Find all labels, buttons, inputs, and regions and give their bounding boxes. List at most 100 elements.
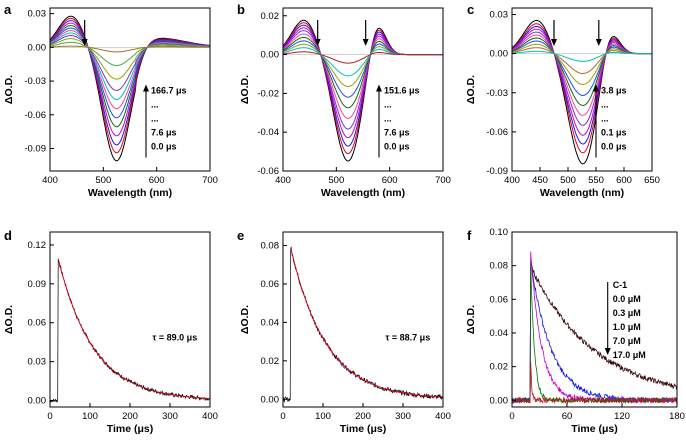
x-tick-label: 500: [560, 175, 576, 186]
time-label: 0.0 μs: [601, 142, 627, 152]
fit-line: [290, 247, 443, 398]
time-label: 0.0 μs: [151, 142, 177, 152]
y-axis-label: ΔO.D.: [3, 305, 15, 334]
legend-entry: 7.0 μM: [613, 336, 641, 346]
legend-entry: 0.3 μM: [613, 308, 641, 318]
x-tick-label: 200: [355, 411, 371, 422]
plot-area-e: [283, 246, 443, 403]
plot-area-f: [512, 251, 677, 405]
time-label: 0.1 μs: [601, 128, 627, 138]
y-tick-label: 0.02: [490, 362, 509, 373]
y-axis-label: ΔO.D.: [239, 305, 251, 334]
spectrum-series-line: [50, 41, 210, 66]
spectrum-series-line: [512, 50, 652, 62]
x-axis-label: Time (μs): [340, 423, 387, 435]
legend-entry: 0.0 μM: [613, 294, 641, 304]
panel-label-d: d: [4, 228, 12, 243]
lifetime-annotation: τ = 89.0 μs: [152, 333, 197, 343]
decay-trace: [283, 246, 443, 403]
x-tick-label: 500: [95, 175, 111, 186]
spectrum-series-line: [512, 25, 652, 145]
decay-arrow-head: [595, 39, 602, 46]
y-tick-label: 0.03: [28, 9, 47, 20]
x-tick-label: 100: [315, 411, 331, 422]
y-tick-label: 0.06: [490, 294, 509, 305]
spectrum-series-line: [512, 40, 652, 97]
plot-area-a: [50, 15, 210, 162]
x-axis-label: Wavelength (nm): [321, 187, 405, 199]
x-tick-label: 0: [47, 411, 52, 422]
x-tick-label: 600: [149, 175, 165, 186]
conc-arrow-head: [604, 348, 611, 355]
x-tick-label: 400: [275, 175, 291, 186]
decay-arrow-head: [81, 39, 88, 46]
decay-arrow-head: [314, 39, 321, 46]
plot-frame: [282, 7, 444, 172]
plot-frame: [282, 231, 444, 408]
spectrum-series-line: [512, 34, 652, 116]
plot-frame: [511, 7, 653, 172]
spectrum-series-line: [512, 43, 652, 86]
time-label: 3.8 μs: [601, 86, 627, 96]
quench-series-line: [512, 361, 677, 404]
y-tick-label: -0.06: [24, 110, 46, 121]
time-label: 166.7 μs: [151, 86, 187, 96]
x-tick-label: 60: [562, 411, 573, 422]
y-tick-label: 0.00: [490, 395, 509, 406]
y-tick-label: -0.06: [257, 166, 279, 177]
spectrum-series-line: [50, 38, 210, 80]
y-tick-label: 0.08: [490, 261, 509, 272]
time-label: ...: [151, 100, 159, 110]
quench-series-line: [512, 262, 677, 405]
spectrum-series-line: [50, 35, 210, 91]
y-tick-label: -0.03: [24, 76, 46, 87]
y-tick-label: 0.00: [490, 49, 509, 60]
x-tick-label: 400: [42, 175, 58, 186]
x-tick-label: 500: [328, 175, 344, 186]
panel-label-f: f: [467, 228, 472, 243]
y-tick-label: 0.06: [28, 318, 47, 329]
decay-trace: [50, 259, 210, 403]
y-tick-label: 0.08: [261, 240, 280, 251]
y-tick-label: 0.03: [28, 357, 47, 368]
y-tick-label: 0.10: [490, 227, 509, 238]
time-arrow-head: [376, 84, 382, 92]
x-tick-label: 120: [614, 411, 630, 422]
panel-label-c: c: [467, 2, 474, 17]
y-tick-label: 0.06: [261, 279, 280, 290]
x-tick-label: 300: [395, 411, 411, 422]
y-tick-label: 0.02: [261, 356, 280, 367]
x-tick-label: 0: [509, 411, 514, 422]
time-label: 0.0 μs: [384, 142, 410, 152]
legend-entry: C-1: [613, 280, 628, 290]
y-tick-label: -0.04: [257, 127, 279, 138]
quench-series-line: [512, 251, 677, 404]
x-tick-label: 600: [382, 175, 398, 186]
time-label: 7.6 μs: [151, 128, 177, 138]
fit-line: [57, 258, 210, 399]
plot-area-d: [50, 258, 210, 403]
time-arrow-head: [593, 84, 599, 92]
plot-frame: [49, 231, 211, 408]
panel-label-e: e: [237, 228, 244, 243]
y-tick-label: 0.00: [28, 42, 47, 53]
x-tick-label: 450: [532, 175, 548, 186]
y-tick-label: 0.04: [490, 328, 509, 339]
x-axis-label: Time (μs): [571, 423, 618, 435]
quench-series-line: [512, 264, 677, 404]
plot-frame: [49, 7, 211, 172]
x-tick-label: 550: [588, 175, 604, 186]
x-tick-label: 700: [435, 175, 451, 186]
spectrum-series-line: [283, 51, 443, 64]
y-tick-label: -0.09: [24, 144, 46, 155]
spectrum-series-line: [512, 23, 652, 154]
time-label: ...: [601, 114, 609, 124]
legend-entry: 17.0 μM: [613, 350, 646, 360]
y-tick-label: -0.02: [257, 88, 279, 99]
x-tick-label: 180: [669, 411, 685, 422]
x-axis-label: Wavelength (nm): [540, 187, 624, 199]
time-label: 7.6 μs: [384, 128, 410, 138]
time-label: ...: [384, 114, 392, 124]
y-tick-label: 0.02: [261, 11, 280, 22]
